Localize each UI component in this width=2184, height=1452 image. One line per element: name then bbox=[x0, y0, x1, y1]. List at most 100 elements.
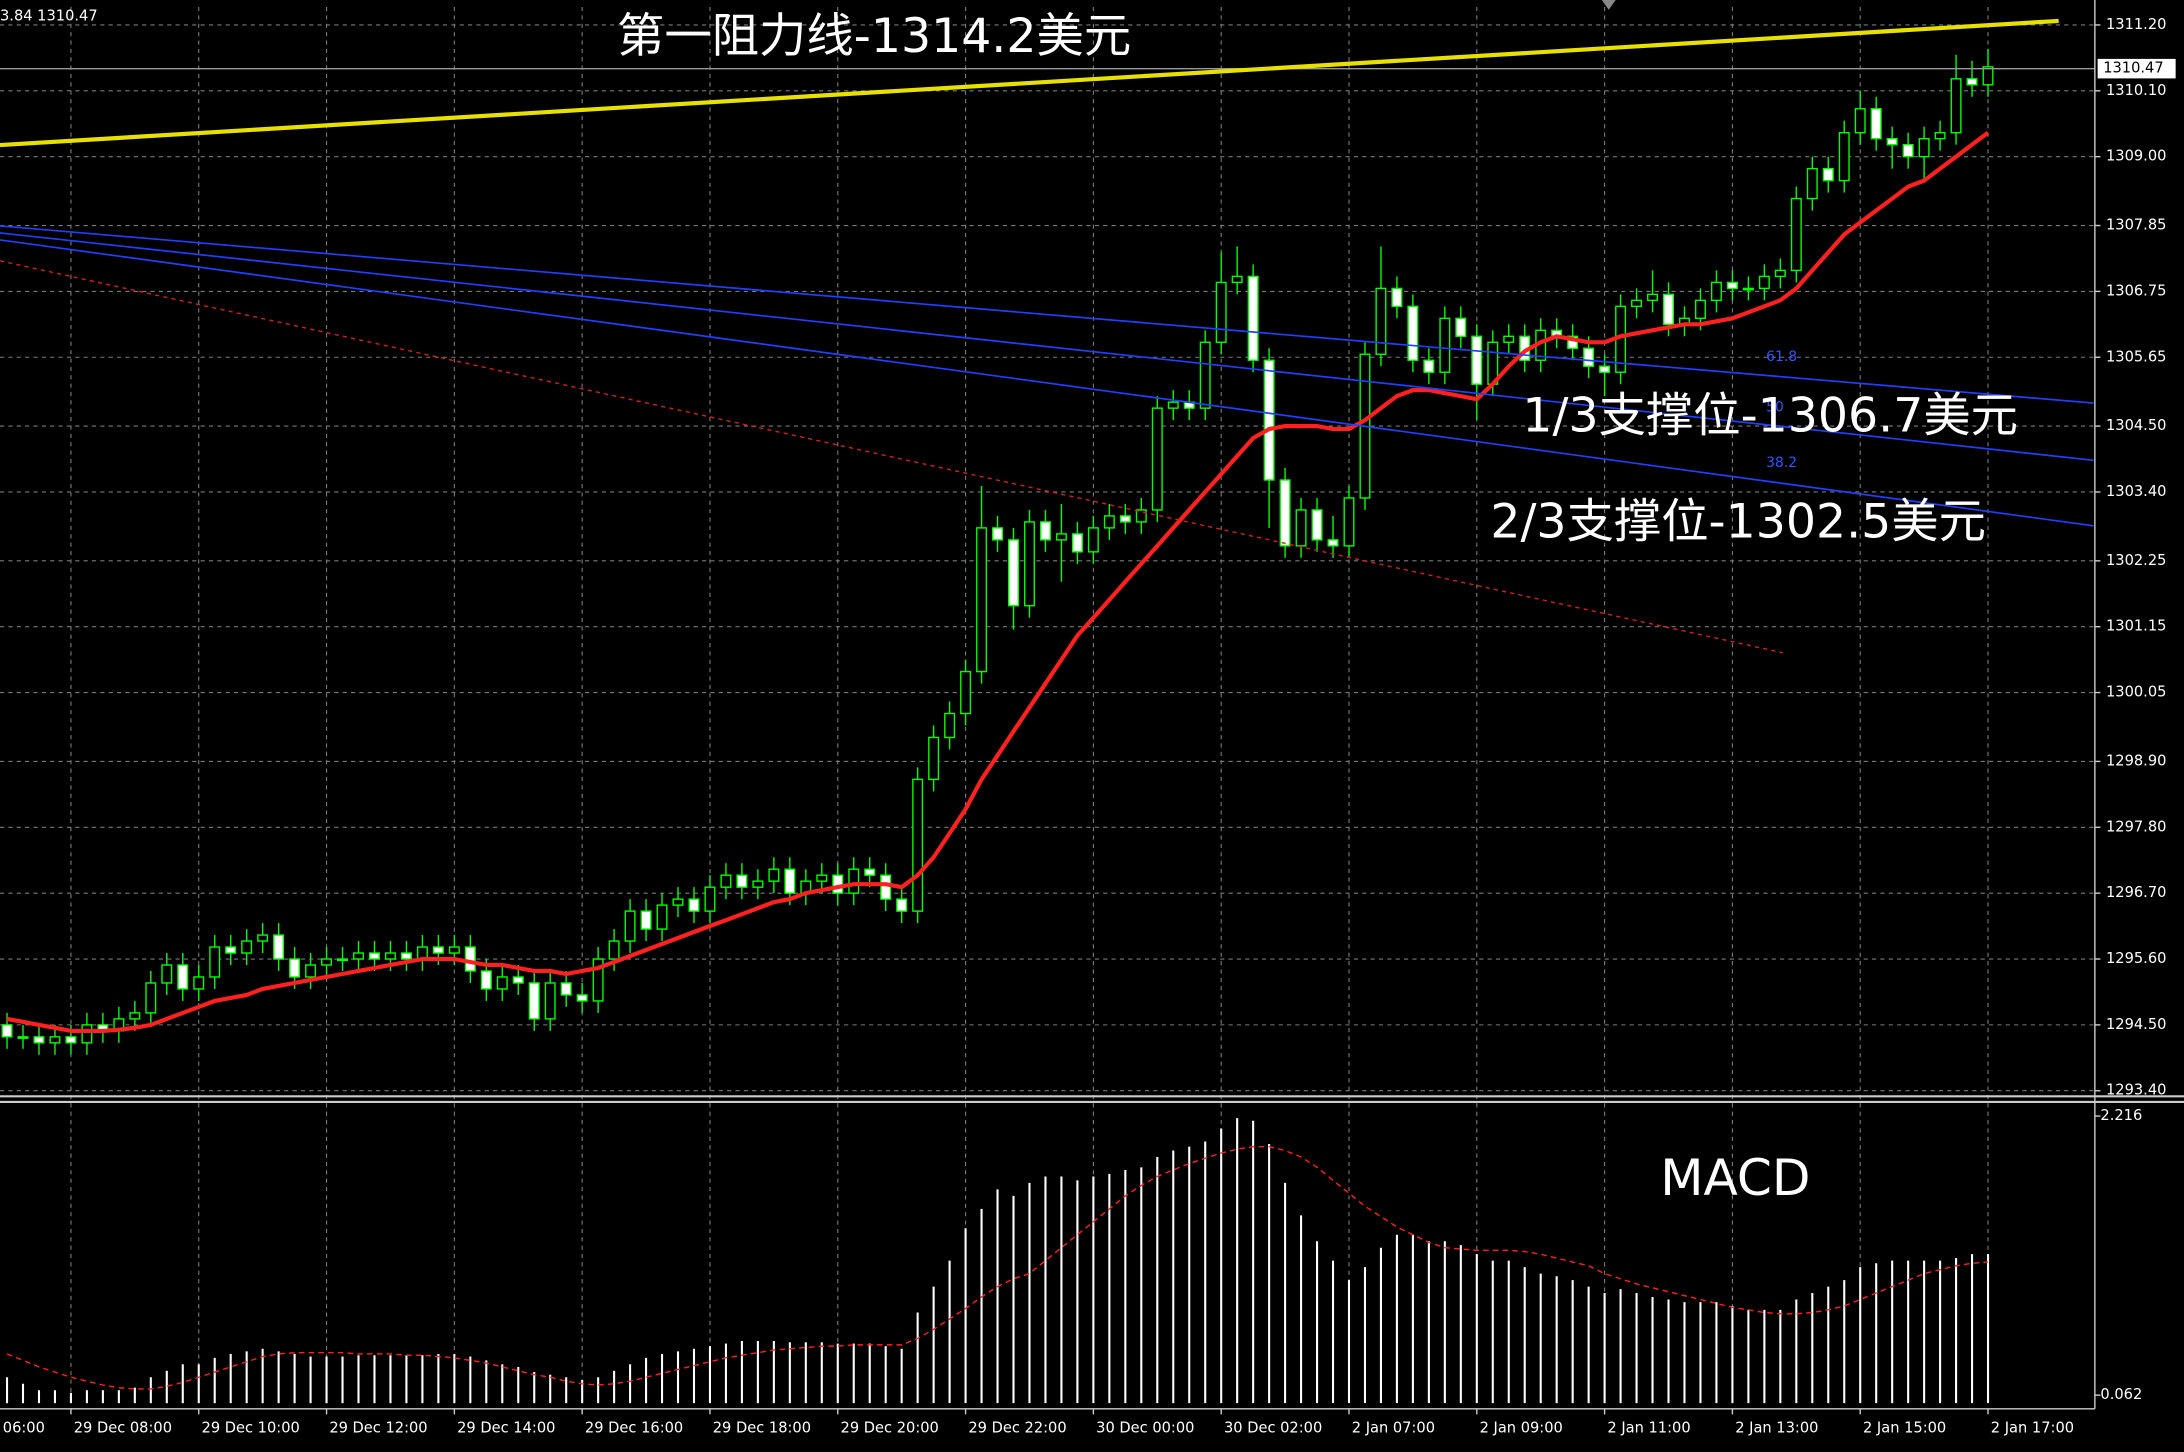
candle-body bbox=[992, 527, 1004, 541]
fib-line bbox=[0, 239, 2094, 527]
candle-body bbox=[257, 934, 269, 942]
panel-title: MACD bbox=[1660, 1148, 1810, 1207]
candle-body bbox=[480, 970, 492, 990]
y-tick-label: 1307.85 bbox=[2106, 217, 2166, 234]
candle-body bbox=[448, 946, 460, 954]
candle-body bbox=[1950, 78, 1962, 134]
candle-body bbox=[1423, 359, 1435, 373]
y-tick-label: 1310.10 bbox=[2106, 82, 2166, 99]
candle-body bbox=[1311, 509, 1323, 541]
candle-body bbox=[305, 964, 317, 978]
candle-body bbox=[896, 898, 908, 912]
candle-body bbox=[1503, 335, 1515, 343]
candle-body bbox=[592, 958, 604, 1002]
candle-body bbox=[1822, 167, 1834, 182]
candle-body bbox=[353, 952, 364, 960]
candle-body bbox=[209, 946, 221, 978]
candle-body bbox=[1742, 287, 1754, 291]
candle-body bbox=[832, 874, 844, 894]
candle-body bbox=[49, 1036, 61, 1044]
x-tick-label: 06:00 bbox=[3, 1419, 45, 1436]
fib-label: 50 bbox=[1766, 399, 1784, 415]
annotation: 第一阻力线-1314.2美元 bbox=[617, 9, 1131, 64]
candle-body bbox=[1982, 66, 1994, 86]
candle-body bbox=[1694, 299, 1706, 320]
candle-body bbox=[768, 868, 780, 882]
candle-body bbox=[1167, 401, 1179, 409]
candle-body bbox=[624, 910, 636, 942]
candle-body bbox=[1583, 347, 1595, 367]
annotation: 2/3支撑位-1302.5美元 bbox=[1490, 494, 1986, 549]
y-tick-label: 1295.60 bbox=[2106, 950, 2166, 967]
candle-body bbox=[1902, 143, 1914, 158]
y-tick-label: 1296.70 bbox=[2106, 884, 2166, 901]
x-tick-label: 29 Dec 10:00 bbox=[202, 1419, 300, 1436]
y-tick-label: 1302.25 bbox=[2106, 552, 2166, 569]
candle-body bbox=[1934, 132, 1946, 140]
candle-body bbox=[880, 874, 892, 900]
candle-body bbox=[1471, 335, 1483, 385]
candle-body bbox=[1439, 317, 1451, 373]
candle-body bbox=[1758, 275, 1770, 290]
x-tick-label: 2 Jan 11:00 bbox=[1607, 1419, 1690, 1436]
y-tick-label: 1303.40 bbox=[2106, 483, 2166, 500]
candle-body bbox=[576, 994, 588, 1002]
candle-body bbox=[496, 976, 508, 990]
moving-average bbox=[6, 130, 1990, 1033]
candle-body bbox=[1854, 108, 1866, 134]
candle-body bbox=[65, 1036, 77, 1044]
x-tick-label: 2 Jan 13:00 bbox=[1735, 1419, 1818, 1436]
candle-body bbox=[161, 964, 173, 984]
x-tick-label: 29 Dec 22:00 bbox=[968, 1419, 1066, 1436]
candle-body bbox=[1599, 365, 1611, 373]
candle-body bbox=[1886, 138, 1898, 146]
candle-body bbox=[1103, 515, 1115, 529]
candle-body bbox=[1151, 407, 1163, 511]
candle-body bbox=[864, 868, 876, 876]
candle-body bbox=[81, 1024, 93, 1044]
candle-body bbox=[33, 1036, 45, 1044]
candle-body bbox=[528, 982, 540, 1020]
fib-label: 38.2 bbox=[1766, 455, 1797, 471]
y-tick-label: 1304.50 bbox=[2106, 417, 2166, 434]
candle-body bbox=[193, 976, 205, 990]
candle-body bbox=[1231, 275, 1243, 284]
candle-body bbox=[928, 736, 940, 781]
x-tick-label: 29 Dec 20:00 bbox=[841, 1419, 939, 1436]
candle-body bbox=[944, 712, 956, 739]
y-tick-label: 1306.75 bbox=[2106, 282, 2166, 299]
candle-body bbox=[241, 940, 253, 954]
candle-body bbox=[816, 874, 828, 882]
candle-body bbox=[1663, 293, 1674, 326]
candle-body bbox=[1870, 108, 1882, 140]
candle-body bbox=[1039, 521, 1051, 541]
y-tick-label: 1301.15 bbox=[2106, 618, 2166, 635]
candle-body bbox=[704, 886, 716, 912]
candle-body bbox=[1838, 132, 1850, 182]
candle-body bbox=[17, 1036, 29, 1039]
candle-body bbox=[1774, 269, 1786, 278]
candle-body bbox=[1407, 305, 1419, 361]
y-tick-label: 1294.50 bbox=[2106, 1016, 2166, 1033]
candle-body bbox=[129, 1012, 141, 1020]
fib-label: 61.8 bbox=[1766, 349, 1797, 365]
x-tick-label: 29 Dec 08:00 bbox=[74, 1419, 172, 1436]
candle-body bbox=[1726, 281, 1738, 290]
candle-body bbox=[1391, 287, 1403, 308]
y-tick-label: 1305.65 bbox=[2106, 348, 2166, 365]
candle-body bbox=[1295, 509, 1307, 547]
candle-body bbox=[1071, 533, 1083, 553]
candle-body bbox=[1918, 138, 1930, 158]
x-tick-label: 30 Dec 00:00 bbox=[1096, 1419, 1194, 1436]
candle-body bbox=[736, 874, 748, 888]
plot-layer: 1311.20 1310.10 1309.00 1307.85 1306.75 1305.… bbox=[0, 6, 2176, 1436]
candle-body bbox=[289, 958, 301, 978]
candle-body bbox=[1375, 287, 1387, 355]
price-label: 1310.47 bbox=[2103, 60, 2163, 77]
candle-body bbox=[464, 946, 476, 972]
price-box bbox=[2097, 58, 2176, 79]
candle-body bbox=[177, 964, 189, 990]
